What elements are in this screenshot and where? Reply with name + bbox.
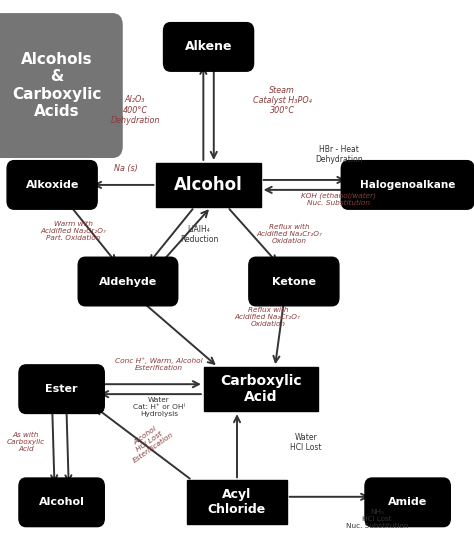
FancyBboxPatch shape	[78, 257, 178, 306]
FancyBboxPatch shape	[0, 14, 122, 157]
Text: NH₃
HCl Lost
Nuc. Substitution: NH₃ HCl Lost Nuc. Substitution	[346, 509, 408, 529]
Text: Amide: Amide	[388, 497, 427, 507]
Text: Alcohol: Alcohol	[39, 497, 84, 507]
Text: Alcohol: Alcohol	[174, 176, 243, 194]
Text: Na (s): Na (s)	[114, 164, 137, 173]
Text: Alkene: Alkene	[185, 40, 232, 54]
Text: Reflux with
Acidified Na₂Cr₂O₇
Oxidation: Reflux with Acidified Na₂Cr₂O₇ Oxidation	[256, 224, 322, 244]
Text: Alcohols
&
Carboxylic
Acids: Alcohols & Carboxylic Acids	[12, 52, 101, 119]
Text: Halogenoalkane: Halogenoalkane	[360, 180, 456, 190]
Text: KOH (ethanol/water)
Nuc. Substitution: KOH (ethanol/water) Nuc. Substitution	[301, 192, 376, 205]
Text: Conc H⁺, Warm, Alcohol
Esterification: Conc H⁺, Warm, Alcohol Esterification	[115, 358, 202, 371]
FancyBboxPatch shape	[204, 367, 318, 411]
FancyBboxPatch shape	[341, 161, 474, 209]
Text: Reflux with
Acidified Na₂Cr₂O₇
Oxidation: Reflux with Acidified Na₂Cr₂O₇ Oxidation	[235, 307, 301, 327]
Text: LiAlH₄
Reduction: LiAlH₄ Reduction	[180, 225, 218, 245]
FancyBboxPatch shape	[187, 480, 287, 524]
Text: Steam
Catalyst H₃PO₄
300°C: Steam Catalyst H₃PO₄ 300°C	[253, 86, 311, 115]
Text: Al₂O₃
400°C
Dehydration: Al₂O₃ 400°C Dehydration	[110, 95, 160, 125]
Text: Ester: Ester	[46, 384, 78, 394]
FancyBboxPatch shape	[19, 478, 104, 527]
Text: Water
Cat: H⁺ or OH⁾
Hydrolysis: Water Cat: H⁺ or OH⁾ Hydrolysis	[133, 397, 185, 417]
Text: Aldehyde: Aldehyde	[99, 277, 157, 286]
FancyBboxPatch shape	[365, 478, 450, 527]
Text: HBr - Heat
Dehydration: HBr - Heat Dehydration	[315, 145, 363, 164]
Text: Ketone: Ketone	[272, 277, 316, 286]
FancyBboxPatch shape	[249, 257, 339, 306]
Text: Water
HCl Lost: Water HCl Lost	[290, 433, 321, 453]
FancyBboxPatch shape	[156, 163, 261, 207]
FancyBboxPatch shape	[19, 365, 104, 413]
Text: Alcohol
HCl Lost
Esterification: Alcohol HCl Lost Esterification	[124, 420, 175, 464]
Text: Acyl
Chloride: Acyl Chloride	[208, 489, 266, 516]
Text: As with
Carboxylic
Acid: As with Carboxylic Acid	[7, 432, 45, 452]
Text: Carboxylic
Acid: Carboxylic Acid	[220, 374, 301, 404]
FancyBboxPatch shape	[164, 23, 254, 71]
Text: Alkoxide: Alkoxide	[26, 180, 79, 190]
Text: Warm with
Acidified Na₂Cr₂O₇
Part. Oxidation: Warm with Acidified Na₂Cr₂O₇ Part. Oxida…	[41, 221, 106, 241]
FancyBboxPatch shape	[7, 161, 97, 209]
